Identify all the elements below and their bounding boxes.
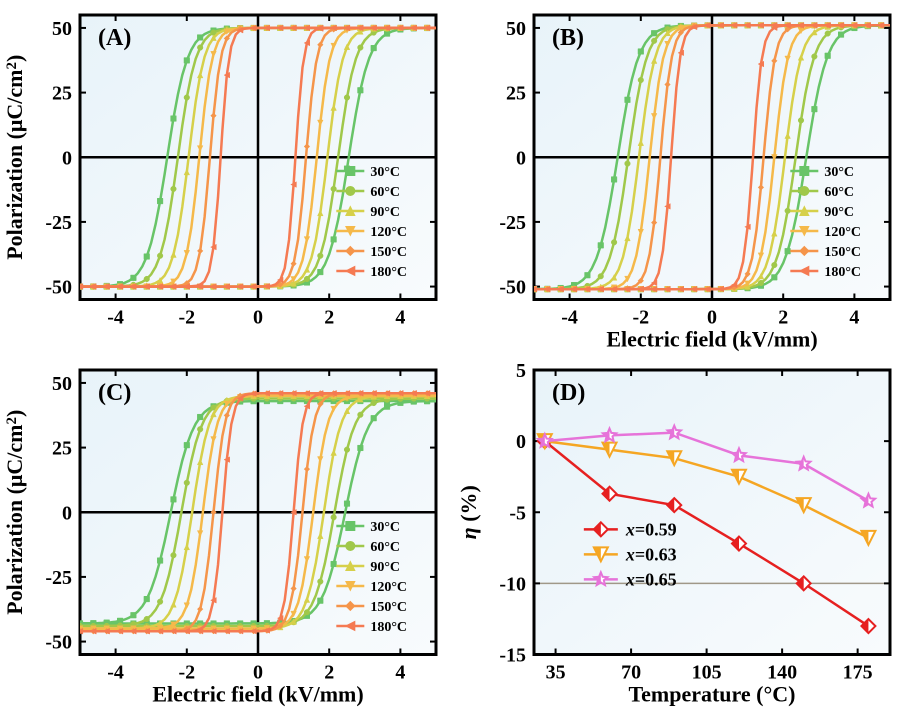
svg-text:140: 140: [767, 661, 797, 683]
svg-text:60°C: 60°C: [370, 539, 400, 554]
svg-text:175: 175: [843, 661, 873, 683]
svg-text:4: 4: [395, 307, 405, 329]
svg-text:4: 4: [849, 307, 859, 329]
svg-text:2: 2: [324, 307, 334, 329]
svg-text:2: 2: [324, 661, 334, 683]
svg-text:-10: -10: [499, 573, 526, 595]
panel-d: 35 70 105 140 175 -15 -10 -5 0 5 Temperature (°C) η…: [454, 355, 908, 709]
svg-text:Electric field (kV/mm): Electric field (kV/mm): [152, 681, 363, 706]
svg-text:-50: -50: [499, 277, 526, 299]
svg-text:60°C: 60°C: [824, 185, 854, 200]
svg-text:0: 0: [516, 147, 526, 169]
figure-grid: -4-2024-50-2502550Polarization (μC/cm2)(…: [0, 0, 908, 709]
svg-text:50: 50: [52, 18, 72, 40]
svg-text:180°C: 180°C: [370, 619, 407, 634]
svg-text:150°C: 150°C: [370, 245, 407, 260]
svg-text:25: 25: [52, 83, 72, 105]
svg-text:-25: -25: [499, 212, 526, 234]
svg-text:-25: -25: [45, 566, 72, 588]
svg-text:90°C: 90°C: [824, 205, 854, 220]
svg-text:90°C: 90°C: [370, 205, 400, 220]
svg-text:0: 0: [62, 147, 72, 169]
svg-text:-15: -15: [499, 644, 526, 666]
svg-text:Temperature (°C): Temperature (°C): [628, 681, 795, 706]
svg-text:(B): (B): [552, 25, 584, 51]
svg-text:30°C: 30°C: [824, 165, 854, 180]
svg-text:35: 35: [546, 661, 566, 683]
svg-text:30°C: 30°C: [370, 519, 400, 534]
panel-b: -4 -2 0 2 4 -50 -25 0 25 50 Electric field (kV/mm)…: [454, 0, 908, 355]
svg-text:105: 105: [692, 661, 722, 683]
svg-text:120°C: 120°C: [370, 225, 407, 240]
svg-text:(C): (C): [98, 380, 131, 406]
svg-text:-2: -2: [632, 307, 649, 329]
svg-text:Electric field (kV/mm): Electric field (kV/mm): [606, 327, 817, 352]
svg-text:-2: -2: [178, 661, 195, 683]
svg-text:-5: -5: [509, 502, 526, 524]
svg-text:25: 25: [52, 437, 72, 459]
svg-text:-25: -25: [45, 212, 72, 234]
svg-text:-4: -4: [107, 661, 124, 683]
svg-text:25: 25: [506, 83, 526, 105]
panel-c: -4 -2 0 2 4 -50 -25 0 25 50 Electric field (kV/mm)…: [0, 355, 454, 709]
svg-text:-2: -2: [178, 307, 195, 329]
svg-text:180°C: 180°C: [824, 265, 861, 280]
svg-text:0: 0: [62, 502, 72, 524]
svg-text:0: 0: [253, 307, 263, 329]
svg-text:180°C: 180°C: [370, 265, 407, 280]
svg-text:60°C: 60°C: [370, 185, 400, 200]
svg-text:120°C: 120°C: [370, 579, 407, 594]
svg-text:0: 0: [253, 661, 263, 683]
svg-text:Polarization (μC/cm2): Polarization (μC/cm2): [2, 55, 27, 260]
svg-text:2: 2: [778, 307, 788, 329]
svg-text:50: 50: [52, 372, 72, 394]
svg-text:150°C: 150°C: [824, 245, 861, 260]
svg-text:Polarization (μC/cm2): Polarization (μC/cm2): [2, 409, 27, 614]
svg-text:η (%): η (%): [456, 485, 481, 539]
svg-text:-4: -4: [107, 307, 124, 329]
svg-text:x=0.63: x=0.63: [625, 544, 677, 564]
panel-a: -4 -2 0 2 4 -50 -25 0 25 50 Polarization (μC/cm2) (…: [0, 0, 454, 355]
svg-text:150°C: 150°C: [370, 599, 407, 614]
svg-text:120°C: 120°C: [824, 225, 861, 240]
svg-text:x=0.65: x=0.65: [625, 569, 677, 589]
svg-text:-50: -50: [45, 277, 72, 299]
svg-text:30°C: 30°C: [370, 165, 400, 180]
svg-text:(A): (A): [98, 25, 131, 51]
svg-text:0: 0: [516, 431, 526, 453]
svg-text:90°C: 90°C: [370, 559, 400, 574]
svg-text:-50: -50: [45, 631, 72, 653]
svg-text:(D): (D): [552, 380, 585, 406]
svg-text:x=0.59: x=0.59: [625, 519, 677, 539]
svg-text:5: 5: [516, 360, 526, 382]
svg-text:50: 50: [506, 18, 526, 40]
svg-text:-4: -4: [561, 307, 578, 329]
svg-text:0: 0: [707, 307, 717, 329]
svg-text:4: 4: [395, 661, 405, 683]
svg-text:70: 70: [621, 661, 641, 683]
